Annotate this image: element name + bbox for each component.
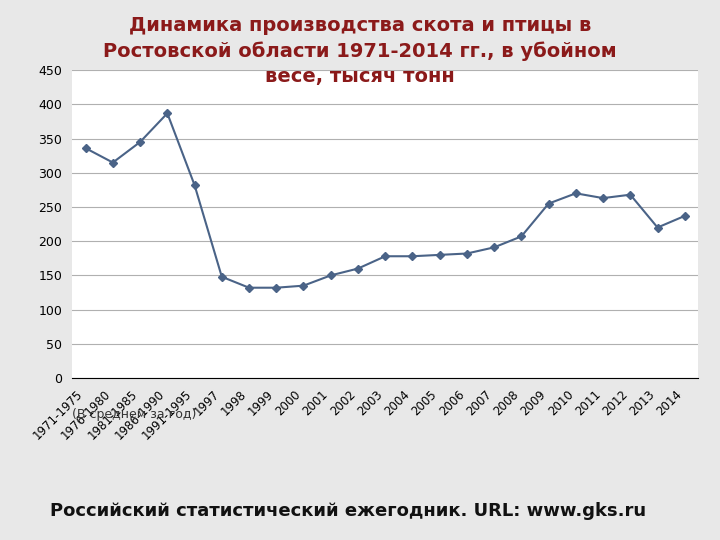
Text: Динамика производства скота и птицы в
Ростовской области 1971-2014 гг., в убойно: Динамика производства скота и птицы в Ро… <box>103 16 617 86</box>
Text: (В среднем за год): (В среднем за год) <box>72 408 197 421</box>
Text: Российский статистический ежегодник. URL: www.gks.ru: Российский статистический ежегодник. URL… <box>50 502 647 520</box>
